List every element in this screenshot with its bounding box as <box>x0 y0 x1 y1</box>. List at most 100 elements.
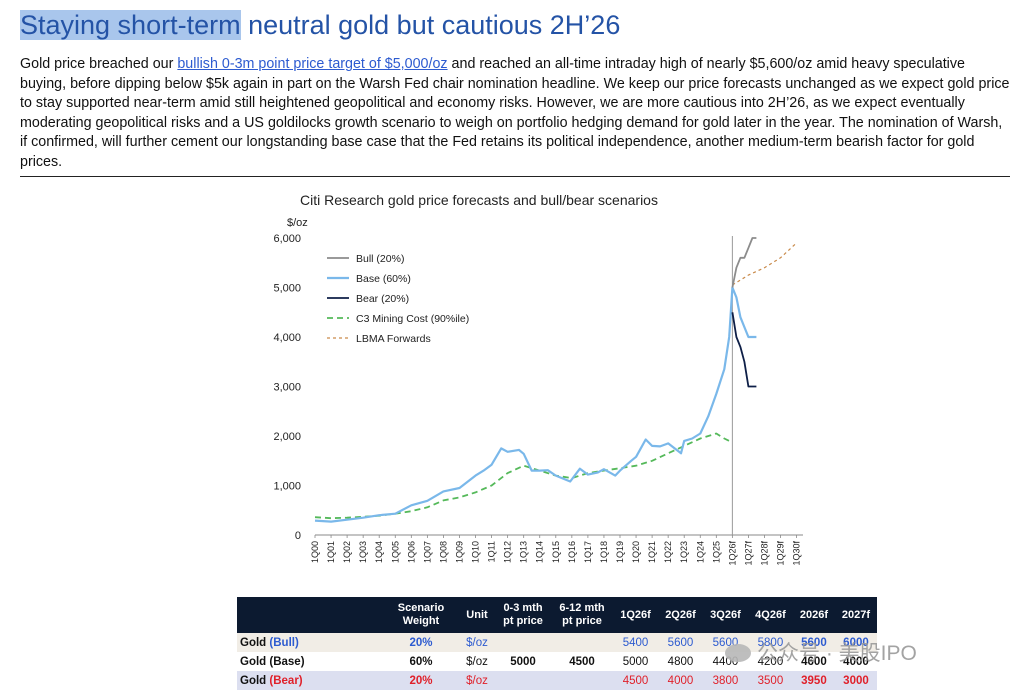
x-tick-label: 1Q30f <box>792 541 802 566</box>
header-2026f: 2026f <box>792 597 835 633</box>
x-tick-label: 1Q04 <box>374 541 384 563</box>
title-rest: neutral gold but cautious 2H’26 <box>240 10 621 40</box>
weight-cell: 60% <box>383 652 459 671</box>
y-axis-label: $/oz <box>287 217 308 229</box>
header-blank <box>237 597 383 633</box>
legend-label: C3 Mining Cost (90%ile) <box>356 313 469 325</box>
q2-cell: 4800 <box>657 652 703 671</box>
row-tag: (Bull) <box>269 636 299 649</box>
x-tick-label: 1Q05 <box>390 541 400 563</box>
x-tick-label: 1Q13 <box>519 541 529 563</box>
header-3q26f: 3Q26f <box>702 597 748 633</box>
row-label: Gold (Bull) <box>237 633 383 652</box>
watermark-text: 公众号 · 美股IPO <box>757 642 917 665</box>
y27-cell: 6000 <box>834 633 877 652</box>
table-row-base: Gold (Base) 60% $/oz 5000 4500 5000 4800… <box>237 652 877 671</box>
y-tick-label: 5,000 <box>273 283 301 295</box>
x-tick-label: 1Q28f <box>759 541 769 566</box>
x-tick-label: 1Q12 <box>503 541 513 563</box>
x-tick-label: 1Q25 <box>711 541 721 563</box>
legend-label: Bear (20%) <box>356 293 409 305</box>
q2-cell: 5600 <box>657 633 703 652</box>
title-highlight: Staying short-term <box>20 10 241 40</box>
unit-cell: $/oz <box>459 652 495 671</box>
scenario-table: Scenario Weight Unit 0-3 mth pt price 6-… <box>237 597 877 690</box>
header-2027f: 2027f <box>834 597 877 633</box>
q1-cell: 4500 <box>613 671 658 690</box>
x-tick-label: 1Q07 <box>422 541 432 563</box>
q1-cell: 5000 <box>613 652 658 671</box>
unit-cell: $/oz <box>459 633 495 652</box>
row-label: Gold (Bear) <box>237 671 383 690</box>
paragraph-post: and reached an all-time intraday high of… <box>20 56 1010 170</box>
q2-cell: 4000 <box>657 671 703 690</box>
x-tick-label: 1Q15 <box>551 541 561 563</box>
price-target-link[interactable]: bullish 0-3m point price target of $5,00… <box>177 56 448 72</box>
series-line-bear-20 <box>731 312 757 388</box>
x-tick-label: 1Q22 <box>663 541 673 563</box>
x-tick-label: 1Q17 <box>583 541 593 563</box>
table-row-bear: Gold (Bear) 20% $/oz 4500 4000 3800 3500… <box>237 671 877 690</box>
y26-cell: 4600 <box>792 652 835 671</box>
p03-cell <box>495 633 551 652</box>
series-line-bull-20 <box>731 237 757 288</box>
row-tag: (Bear) <box>269 674 303 687</box>
series-line-lbma-forwards <box>732 242 798 286</box>
wechat-icon <box>725 644 751 662</box>
x-tick-label: 1Q23 <box>679 541 689 563</box>
p612-cell <box>551 633 613 652</box>
y-tick-label: 0 <box>295 530 301 542</box>
x-tick-label: 1Q02 <box>342 541 352 563</box>
x-tick-label: 1Q11 <box>487 541 497 562</box>
x-tick-label: 1Q18 <box>599 541 609 563</box>
series-line-base-60 <box>314 286 757 523</box>
row-label-text: Gold <box>240 636 267 649</box>
header-2q26f: 2Q26f <box>657 597 703 633</box>
x-tick-label: 1Q24 <box>695 541 705 563</box>
row-label: Gold (Base) <box>237 652 383 671</box>
p612-cell: 4500 <box>551 652 613 671</box>
y27-cell: 4000 <box>834 652 877 671</box>
header-unit: Unit <box>459 597 495 633</box>
x-tick-label: 1Q21 <box>647 541 657 563</box>
table-header-row: Scenario Weight Unit 0-3 mth pt price 6-… <box>237 597 877 633</box>
y27-cell: 3000 <box>834 671 877 690</box>
unit-cell: $/oz <box>459 671 495 690</box>
q1-cell: 5400 <box>613 633 658 652</box>
y-tick-label: 1,000 <box>273 481 301 493</box>
y-tick-label: 4,000 <box>273 332 301 344</box>
x-tick-label: 1Q01 <box>326 541 336 563</box>
p03-cell: 5000 <box>495 652 551 671</box>
y26-cell: 3950 <box>792 671 835 690</box>
x-tick-label: 1Q20 <box>631 541 641 563</box>
q3-cell: 3800 <box>702 671 748 690</box>
chart-title: Citi Research gold price forecasts and b… <box>300 192 658 208</box>
p612-cell <box>551 671 613 690</box>
header-6-12m: 6-12 mth pt price <box>551 597 613 633</box>
x-tick-label: 1Q19 <box>615 541 625 563</box>
header-4q26f: 4Q26f <box>747 597 793 633</box>
y-tick-label: 2,000 <box>273 431 301 443</box>
page-title: Staying short-term neutral gold but caut… <box>20 10 620 41</box>
q4-cell: 3500 <box>747 671 793 690</box>
x-tick-label: 1Q00 <box>310 541 320 563</box>
table-row-bull: Gold (Bull) 20% $/oz 5400 5600 5600 5800… <box>237 633 877 652</box>
x-tick-label: 1Q29f <box>776 541 786 566</box>
legend-label: LBMA Forwards <box>356 333 431 345</box>
x-tick-label: 1Q03 <box>358 541 368 563</box>
x-tick-label: 1Q26f <box>727 541 737 566</box>
y26-cell: 5600 <box>792 633 835 652</box>
x-tick-label: 1Q27f <box>743 541 753 566</box>
weight-cell: 20% <box>383 633 459 652</box>
x-tick-label: 1Q16 <box>567 541 577 563</box>
legend-label: Base (60%) <box>356 273 411 285</box>
weight-cell: 20% <box>383 671 459 690</box>
header-1q26f: 1Q26f <box>613 597 658 633</box>
header-weight: Scenario Weight <box>383 597 459 633</box>
x-tick-label: 1Q14 <box>535 541 545 563</box>
x-tick-label: 1Q10 <box>471 541 481 563</box>
series-line-c3-mining-cost-90-ile <box>314 432 730 520</box>
q4-cell: 5800 <box>747 633 793 652</box>
legend-label: Bull (20%) <box>356 253 404 265</box>
y-tick-label: 3,000 <box>273 382 301 394</box>
